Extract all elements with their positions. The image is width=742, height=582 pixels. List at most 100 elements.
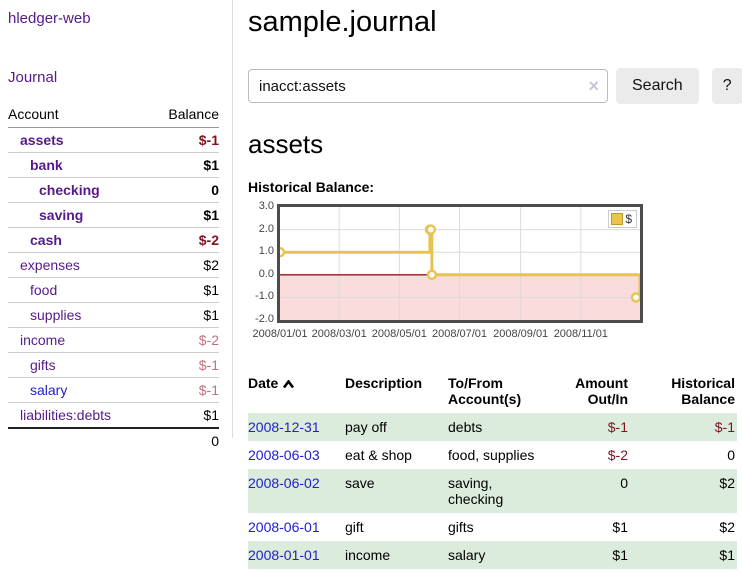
chart-plot-area: $ [277,204,643,323]
transaction-accounts: debts [448,419,483,435]
account-link-food[interactable]: food [30,282,58,298]
transaction-description: pay off [345,419,387,435]
account-link-expenses[interactable]: expenses [20,257,80,273]
account-balance: $-1 [149,377,219,403]
account-balance: $1 [149,277,219,303]
register-col-historical-balance: Historical Balance [671,375,735,407]
transaction-amount: 0 [620,475,628,491]
chart-legend: $ [608,210,637,228]
account-row: assets $-1 [8,128,219,153]
register-col-amount-out-in: Amount Out/In [575,375,628,407]
account-link-gifts[interactable]: gifts [30,357,56,373]
account-link-saving[interactable]: saving [39,207,84,223]
account-link-checking[interactable]: checking [39,182,100,198]
transaction-accounts: gifts [448,519,474,535]
sidebar: hledger-web Journal Account Balance asse… [0,0,233,453]
transaction-amount: $-1 [607,419,628,435]
help-button[interactable]: ? [711,68,742,104]
transaction-balance: $2 [719,519,735,535]
account-link-supplies[interactable]: supplies [30,307,82,323]
account-link-income[interactable]: income [20,332,66,348]
chart-title: Historical Balance: [248,179,375,195]
transaction-balance: $-1 [714,419,735,435]
page-title: sample.journal [248,6,437,38]
account-heading: assets [248,129,324,159]
account-balance: $-2 [149,327,219,353]
x-axis-tick-label: 2008/05/01 [371,328,427,340]
y-axis-tick-label: 3.0 [258,200,274,212]
transaction-balance: 0 [727,447,735,463]
register-table: Date Description To/From Account(s) Amount … [248,371,737,569]
account-row: liabilities:debts $1 [8,402,219,428]
account-balance: $1 [149,302,219,328]
y-axis-tick-label: -2.0 [255,313,274,325]
historical-balance-chart: $3.0 2.0 1.0 0.0 -1.0 -2.0 2008/01/01 2008/03/0… [248,200,740,348]
register-row: 2008-06-02 save saving, checking 0 $2 [248,469,737,513]
sort-asc-icon [283,379,295,389]
account-link-cash[interactable]: cash [30,232,62,248]
transaction-amount: $-2 [607,447,628,463]
transaction-date-link[interactable]: 2008-06-01 [248,519,320,535]
account-link-assets[interactable]: assets [20,132,64,148]
accounts-col-balance: Balance [149,103,219,128]
transaction-amount: $1 [612,547,628,563]
y-axis-tick-label: 0.0 [258,267,274,280]
transaction-accounts: food, supplies [448,447,535,463]
transaction-description: income [345,547,391,563]
account-balance: $1 [149,202,219,228]
account-row: bank $1 [8,152,219,178]
register-col-date[interactable]: Date [248,371,345,413]
data-point-marker [630,292,640,303]
account-link-bank[interactable]: bank [30,157,63,173]
account-balance: 0 [149,177,219,203]
transaction-date-link[interactable]: 2008-01-01 [248,547,320,563]
legend-swatch-icon [611,213,624,225]
account-row: saving $1 [8,202,219,228]
clear-search-icon[interactable]: × [588,76,599,96]
data-point-marker [425,224,437,235]
register-row: 2008-12-31 pay off debts $-1 $-1 [248,413,737,441]
transaction-description: eat & shop [345,447,412,463]
transaction-accounts: saving, checking [448,475,504,507]
search-input[interactable] [248,69,608,103]
transaction-balance: $1 [719,547,735,563]
account-balance: $1 [149,152,219,178]
account-row: expenses $2 [8,252,219,278]
accounts-col-account: Account [8,103,150,128]
main-content: sample.journal × Search ? assets Histori… [248,0,742,569]
transaction-description: save [345,475,375,491]
account-balance: $1 [149,402,219,428]
account-balance: $-1 [198,132,219,148]
chart-canvas [280,207,640,320]
legend-label: $ [625,212,632,226]
account-balance: $-1 [149,352,219,378]
x-axis-tick-label: 2008/11/01 [553,328,608,340]
account-row: gifts $-1 [8,352,219,378]
accounts-table: Account Balance assets $-1 bank $1 checking 0… [8,103,219,453]
transaction-date-link[interactable]: 2008-06-02 [248,475,320,491]
x-axis-tick-label: 2008/03/01 [311,328,367,340]
transaction-date-link[interactable]: 2008-06-03 [248,447,320,463]
app-title-link[interactable]: hledger-web [8,10,91,27]
y-axis-tick-label: 2.0 [258,222,274,235]
x-axis-tick-label: 2008/01/01 [252,328,308,340]
account-row: checking 0 [8,177,219,203]
x-axis-tick-label: 2008/07/01 [431,328,488,340]
data-point-marker [280,247,286,258]
account-link-salary[interactable]: salary [30,382,68,398]
y-axis-tick-label: 1.0 [258,245,274,258]
search-form: × Search ? [248,68,742,104]
transaction-balance: $2 [719,475,735,491]
account-row: cash $-2 [8,227,219,253]
accounts-total-row: 0 [8,427,219,453]
transaction-date-link[interactable]: 2008-12-31 [248,419,320,435]
account-link-liabilities-debts[interactable]: liabilities:debts [20,407,112,423]
nav-journal-link[interactable]: Journal [8,69,58,86]
y-axis-tick-label: -1.0 [255,290,274,303]
register-row: 2008-06-03 eat & shop food, supplies $-2 0 [248,441,737,469]
register-col-to-from-account-s-: To/From Account(s) [448,375,522,407]
account-row: supplies $1 [8,302,219,328]
data-point-marker [426,269,438,281]
account-balance: $-2 [149,227,219,253]
search-button[interactable]: Search [616,68,699,104]
